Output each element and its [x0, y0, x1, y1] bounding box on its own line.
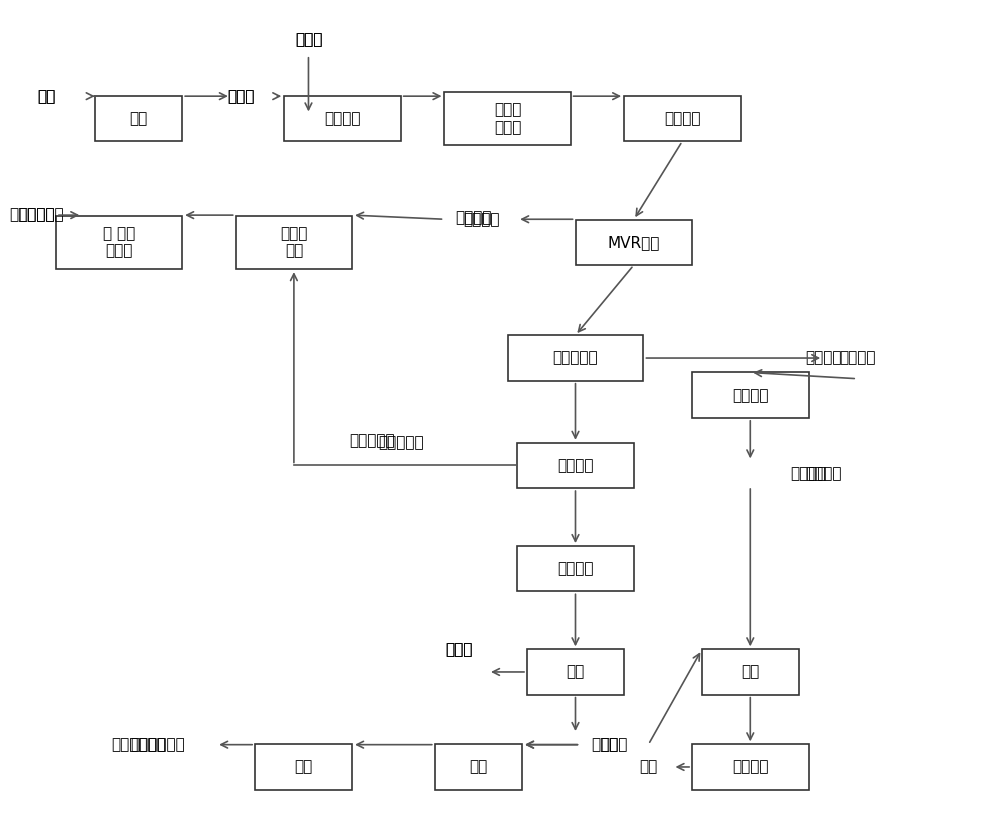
- Text: 活性炭
过滤: 活性炭 过滤: [280, 226, 308, 259]
- Text: 压榨: 压榨: [129, 111, 148, 126]
- Text: 灌装: 灌装: [294, 759, 313, 774]
- FancyBboxPatch shape: [517, 443, 634, 488]
- FancyBboxPatch shape: [508, 335, 643, 381]
- Text: MVR浓缩: MVR浓缩: [608, 235, 660, 249]
- Text: 分蜜: 分蜜: [566, 664, 585, 680]
- Text: 低蔗糖液体糖: 低蔗糖液体糖: [131, 738, 185, 752]
- Text: 蔗糖钙: 蔗糖钙: [295, 33, 322, 48]
- Text: 脱色: 脱色: [469, 759, 488, 774]
- FancyBboxPatch shape: [624, 96, 741, 141]
- FancyBboxPatch shape: [692, 372, 809, 418]
- FancyBboxPatch shape: [435, 744, 522, 790]
- FancyBboxPatch shape: [576, 220, 692, 265]
- Text: 经活性炭过: 经活性炭过: [349, 433, 394, 449]
- Text: 甘蔗: 甘蔗: [37, 89, 55, 103]
- FancyBboxPatch shape: [517, 546, 634, 591]
- Text: 加热撇
泡除杂: 加热撇 泡除杂: [494, 102, 521, 134]
- Text: 离心清液: 离心清液: [805, 466, 841, 481]
- Text: 白砂糖: 白砂糖: [445, 642, 473, 657]
- Text: 蔗糖钙: 蔗糖钙: [295, 33, 322, 48]
- FancyBboxPatch shape: [444, 92, 571, 145]
- Text: 混合计: 混合计: [227, 89, 254, 103]
- Text: 微孔过滤: 微孔过滤: [664, 111, 701, 126]
- Text: 滚筒过滤: 滚筒过滤: [324, 111, 361, 126]
- Text: 膜滤浓液: 膜滤浓液: [805, 350, 841, 365]
- Text: 低蔗糖液体糖: 低蔗糖液体糖: [111, 738, 166, 752]
- Text: 甘蔗植物水: 甘蔗植物水: [19, 207, 64, 223]
- FancyBboxPatch shape: [236, 216, 352, 270]
- FancyBboxPatch shape: [702, 649, 799, 695]
- Text: 白砂糖: 白砂糖: [445, 642, 473, 657]
- Text: 甲原蜜: 甲原蜜: [591, 738, 618, 752]
- Text: 甘蔗原水: 甘蔗原水: [455, 210, 492, 225]
- Text: 红糖: 红糖: [639, 759, 657, 774]
- Text: 甲糖煮制: 甲糖煮制: [557, 561, 594, 576]
- Text: 反 渗透
膜过滤: 反 渗透 膜过滤: [103, 226, 135, 259]
- Text: 混合计: 混合计: [227, 89, 254, 103]
- Text: 熟制: 熟制: [741, 664, 759, 680]
- Text: 甘蔗: 甘蔗: [37, 89, 55, 103]
- FancyBboxPatch shape: [95, 96, 182, 141]
- Text: 甲原蜜: 甲原蜜: [601, 738, 628, 752]
- Text: 五效浓缩: 五效浓缩: [557, 458, 594, 473]
- FancyBboxPatch shape: [692, 744, 809, 790]
- Text: 膜滤浓液: 膜滤浓液: [839, 350, 875, 365]
- Text: 甘蔗原水: 甘蔗原水: [463, 212, 500, 227]
- FancyBboxPatch shape: [527, 649, 624, 695]
- Text: 陶瓷膜过滤: 陶瓷膜过滤: [553, 350, 598, 365]
- FancyBboxPatch shape: [284, 96, 401, 141]
- Text: 浇注成型: 浇注成型: [732, 759, 769, 774]
- Text: 甘蔗植物水: 甘蔗植物水: [9, 207, 55, 223]
- Text: 离心清液: 离心清液: [790, 466, 827, 481]
- Text: 离心分离: 离心分离: [732, 388, 769, 402]
- FancyBboxPatch shape: [56, 216, 182, 270]
- Text: 经活性炭过: 经活性炭过: [378, 436, 424, 450]
- FancyBboxPatch shape: [255, 744, 352, 790]
